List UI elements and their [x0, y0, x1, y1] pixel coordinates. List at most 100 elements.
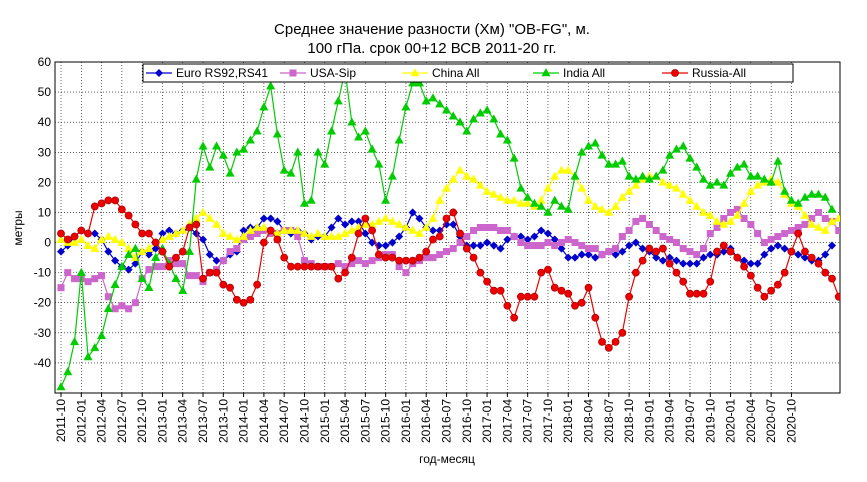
data-point-euro-rs92-rs41: [679, 259, 688, 268]
data-point-india-all: [529, 198, 539, 207]
data-point-usa-sip: [64, 269, 72, 277]
data-point-usa-sip: [679, 245, 687, 253]
data-point-india-all: [151, 252, 161, 261]
data-point-usa-sip: [192, 272, 200, 280]
data-point-china-all: [739, 198, 749, 207]
data-point-russia-all: [280, 253, 289, 262]
data-point-china-all: [117, 237, 127, 246]
data-point-usa-sip: [470, 227, 478, 235]
data-point-usa-sip: [713, 224, 721, 232]
data-point-india-all: [746, 171, 756, 180]
x-tick-label: 2015-01: [318, 399, 332, 443]
data-point-euro-rs92-rs41: [341, 220, 350, 229]
data-point-usa-sip: [727, 208, 735, 216]
data-point-euro-rs92-rs41: [767, 244, 776, 253]
data-point-russia-all: [780, 268, 789, 277]
data-point-india-all: [685, 153, 695, 162]
data-point-euro-rs92-rs41: [827, 241, 837, 250]
data-point-china-all: [299, 228, 309, 237]
data-point-china-all: [232, 234, 242, 243]
data-point-russia-all: [246, 295, 255, 304]
data-point-usa-sip: [639, 214, 647, 222]
data-point-russia-all: [374, 250, 383, 259]
data-point-russia-all: [834, 292, 840, 301]
data-point-china-all: [279, 225, 289, 234]
data-point-usa-sip: [618, 233, 626, 241]
data-point-usa-sip: [449, 245, 457, 253]
data-point-china-all: [448, 174, 458, 183]
data-point-india-all: [550, 195, 560, 204]
data-point-china-all: [827, 216, 837, 225]
data-point-india-all: [212, 141, 222, 150]
data-point-euro-rs92-rs41: [706, 250, 715, 259]
data-point-usa-sip: [787, 227, 795, 235]
data-point-euro-rs92-rs41: [692, 259, 701, 268]
data-point-india-all: [205, 162, 215, 171]
data-point-india-all: [144, 282, 154, 291]
data-point-india-all: [381, 195, 391, 204]
data-point-usa-sip: [842, 233, 848, 239]
data-point-russia-all: [659, 244, 667, 253]
data-point-china-all: [577, 183, 587, 192]
data-point-india-all: [245, 135, 255, 144]
data-point-russia-all: [645, 244, 654, 253]
data-point-china-all: [556, 165, 566, 174]
data-point-india-all: [766, 177, 776, 186]
data-point-russia-all: [212, 268, 221, 277]
y-tick-label: 40: [38, 115, 52, 129]
data-point-india-all: [56, 382, 66, 391]
data-point-russia-all: [84, 229, 92, 238]
data-point-china-all: [496, 192, 506, 201]
data-point-russia-all: [483, 277, 491, 286]
data-point-india-all: [117, 261, 127, 270]
data-point-china-all: [631, 180, 641, 189]
data-point-euro-rs92-rs41: [503, 235, 512, 244]
data-point-india-all: [266, 81, 276, 90]
data-point-usa-sip: [334, 260, 342, 268]
data-point-india-all: [793, 198, 803, 207]
x-tick-label: 2014-07: [277, 399, 291, 443]
data-point-india-all: [807, 189, 817, 198]
legend-marker-russia-all: [671, 69, 679, 77]
data-point-usa-sip: [625, 227, 633, 235]
data-point-usa-sip: [754, 230, 762, 238]
data-point-russia-all: [158, 247, 167, 256]
data-point-india-all: [428, 93, 438, 102]
data-point-india-all: [482, 105, 492, 114]
y-tick-label: -40: [34, 356, 52, 370]
data-point-russia-all: [368, 226, 377, 235]
data-point-euro-rs92-rs41: [273, 217, 282, 226]
data-point-russia-all: [388, 253, 397, 262]
data-point-india-all: [360, 126, 370, 135]
data-point-china-all: [374, 216, 384, 225]
y-tick-label: 20: [38, 175, 52, 189]
data-point-euro-rs92-rs41: [652, 253, 661, 262]
data-point-russia-all: [77, 226, 86, 235]
data-point-euro-rs92-rs41: [56, 247, 66, 256]
data-point-india-all: [726, 168, 736, 177]
data-point-euro-rs92-rs41: [334, 214, 343, 223]
data-point-euro-rs92-rs41: [760, 250, 769, 259]
data-point-russia-all: [801, 247, 809, 256]
data-point-india-all: [773, 156, 783, 165]
data-point-india-all: [225, 168, 235, 177]
data-point-china-all: [56, 234, 66, 243]
data-point-china-all: [293, 225, 303, 234]
data-point-india-all: [617, 156, 627, 165]
data-point-china-all: [834, 213, 840, 222]
data-point-china-all: [698, 207, 709, 216]
data-point-china-all: [855, 232, 863, 239]
data-point-russia-all: [307, 262, 316, 271]
data-point-usa-sip: [490, 224, 498, 232]
data-point-russia-all: [111, 196, 120, 205]
x-tick-label: 2018-01: [561, 399, 575, 443]
data-point-china-all: [624, 186, 634, 195]
data-point-russia-all: [611, 337, 620, 346]
data-point-russia-all: [199, 274, 207, 283]
data-point-usa-sip: [686, 248, 694, 256]
data-point-china-all: [502, 195, 512, 204]
data-point-usa-sip: [158, 263, 166, 271]
data-point-russia-all: [686, 289, 694, 298]
data-point-india-all: [374, 159, 384, 168]
